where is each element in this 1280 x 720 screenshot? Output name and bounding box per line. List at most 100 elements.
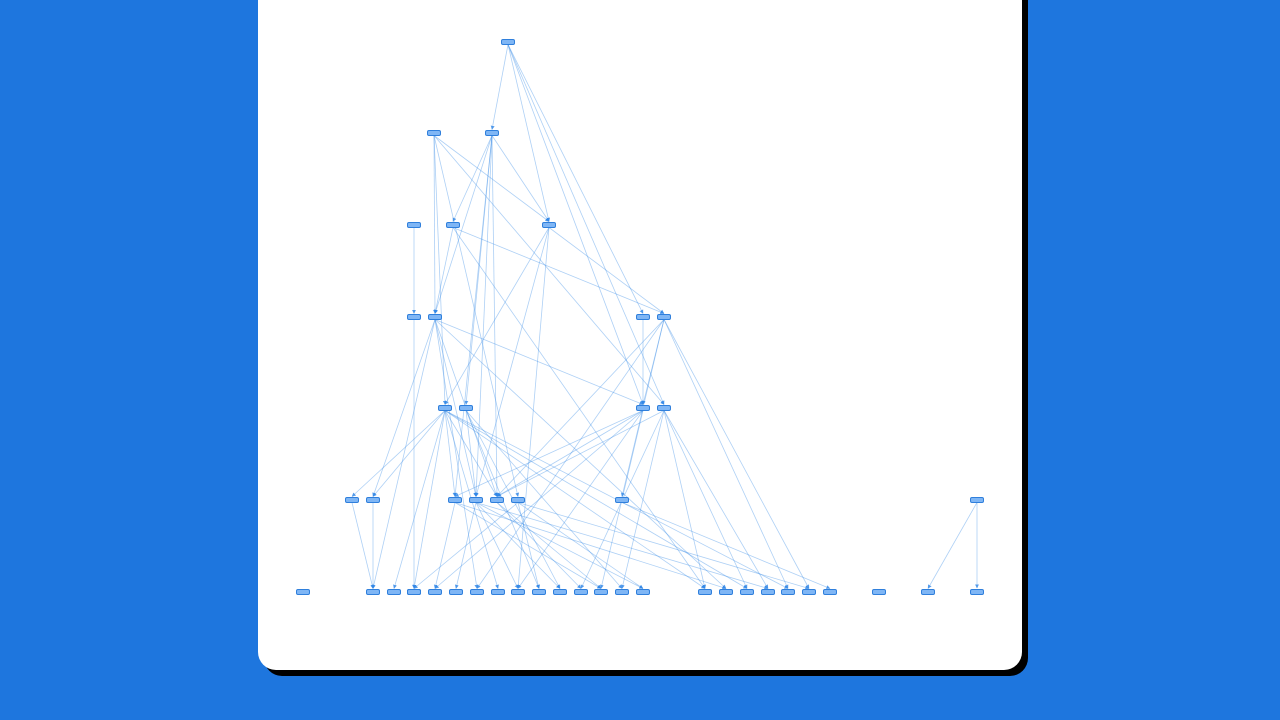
edge-n9-n18 [496,319,665,497]
graph-node-n2[interactable] [485,130,499,136]
graph-node-b10[interactable] [532,589,546,595]
edge-n19-b21 [517,502,810,590]
graph-node-b18[interactable] [740,589,754,595]
graph-node-b19[interactable] [761,589,775,595]
edge-n2-n5 [491,135,550,222]
graph-node-b14[interactable] [615,589,629,595]
graph-node-n20[interactable] [970,497,984,503]
graph-node-n3[interactable] [407,222,421,228]
edge-n13-b19 [663,410,769,589]
graph-node-n14[interactable] [345,497,359,503]
edge-n18-b13 [496,502,602,589]
graph-node-b5[interactable] [449,589,463,595]
edge-n11-n16 [454,410,644,497]
graph-node-b24[interactable] [921,589,935,595]
edge-n11-n18 [496,410,644,497]
graph-node-n9[interactable] [657,314,671,320]
edge-n19-b10 [517,502,541,589]
graph-node-n12[interactable] [459,405,473,411]
edge-n13-n18 [496,410,665,497]
edge-n17-b15 [475,502,644,589]
graph-node-b23[interactable] [872,589,886,595]
edge-n2-n4 [452,135,493,222]
edge-n13-b14 [620,410,665,589]
graph-node-n10[interactable] [438,405,452,411]
graph-node-n1[interactable] [427,130,441,136]
graph-node-b4[interactable] [428,589,442,595]
graph-node-b15[interactable] [636,589,650,595]
edge-n12-b14 [465,410,623,589]
graph-node-n19[interactable] [511,497,525,503]
graph-node-n0[interactable] [501,39,515,45]
edge-n13-b16 [663,410,707,589]
edge-n10-n15 [372,410,446,497]
graph-node-n5[interactable] [542,222,556,228]
edge-n16-b4 [433,502,456,589]
edge-n2-n12 [464,135,493,405]
graph-node-b6[interactable] [407,589,421,595]
edge-n0-n13 [507,44,665,405]
edge-n10-b18 [444,410,748,589]
graph-node-b7[interactable] [470,589,484,595]
edge-n0-n5 [507,44,551,222]
edge-n7-b17 [434,319,727,589]
graph-node-b21[interactable] [802,589,816,595]
graph-node-n8[interactable] [636,314,650,320]
edge-n11-b4 [434,410,644,589]
graph-node-n21[interactable] [615,497,629,503]
graph-node-b12[interactable] [574,589,588,595]
edge-n20-b24 [927,502,978,589]
edge-n10-b2 [393,410,446,589]
edge-n16-b13 [454,502,602,589]
graph-node-b11[interactable] [553,589,567,595]
edge-n17-b5 [454,502,477,589]
node-layer [296,39,984,595]
graph-node-b2[interactable] [387,589,401,595]
edge-n5-n17 [475,227,550,497]
edge-n7-n17 [434,319,478,497]
graph-node-n7[interactable] [428,314,442,320]
edge-n17-b11 [475,502,561,589]
edge-n9-b7 [476,319,665,589]
graph-node-n15[interactable] [366,497,380,503]
canvas-card [258,0,1022,670]
graph-node-n17[interactable] [469,497,483,503]
edge-n10-n16 [444,410,457,497]
edge-n0-n11 [507,44,644,405]
graph-node-b0[interactable] [296,589,310,595]
edge-n10-b3 [412,410,446,589]
graph-node-n11[interactable] [636,405,650,411]
graph-node-n18[interactable] [490,497,504,503]
graph-node-b22[interactable] [823,589,837,595]
edge-n21-b22 [621,502,831,589]
edge-n4-b16 [452,227,706,589]
graph-node-b16[interactable] [698,589,712,595]
edge-n1-n19 [433,135,520,497]
edge-n1-n13 [433,135,665,405]
graph-node-b9[interactable] [511,589,525,595]
edge-n13-b18 [663,410,748,589]
graph-node-b1[interactable] [366,589,380,595]
graph-node-n4[interactable] [446,222,460,228]
edge-n18-b12 [496,502,582,589]
edge-n2-n18 [491,135,499,497]
graph-node-n16[interactable] [448,497,462,503]
graph-node-n13[interactable] [657,405,671,411]
edge-n19-b15 [517,502,644,589]
graph-node-b17[interactable] [719,589,733,595]
graph-node-b20[interactable] [781,589,795,595]
edge-n1-n7 [432,135,437,314]
edge-n11-b9 [517,410,644,589]
edge-n14-b1 [351,502,375,589]
edge-layer [351,44,979,590]
edge-n2-n7 [434,135,493,314]
edge-n19-b6 [413,502,519,589]
graph-node-bx[interactable] [970,589,984,595]
edge-n7-n15 [372,319,436,497]
graph-node-b8[interactable] [491,589,505,595]
edge-n5-n9 [548,227,665,314]
edge-n9-b20 [663,319,789,589]
graph-node-n6[interactable] [407,314,421,320]
graph-node-b13[interactable] [594,589,608,595]
edge-n17-b19 [475,502,769,590]
